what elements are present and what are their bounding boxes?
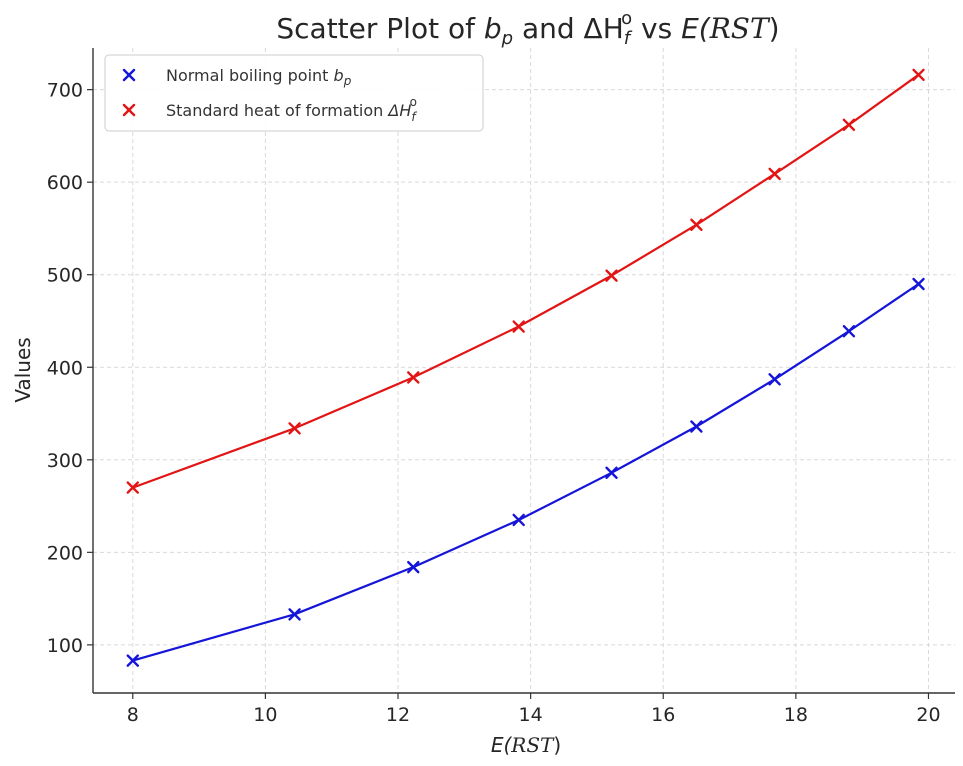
x-tick-label: 16 (651, 704, 675, 726)
data-point (512, 513, 525, 527)
title-mid: and ΔH (513, 12, 624, 45)
title-sup-o: o (621, 8, 632, 29)
data-point (407, 560, 420, 574)
title-e: E( (681, 12, 711, 45)
xlabel-e: E( (491, 733, 513, 757)
title-rst: RST (709, 12, 771, 45)
xlabel-close: ) (553, 733, 561, 757)
data-point (126, 481, 139, 494)
y-tick-label: 200 (47, 542, 83, 564)
xlabel-rst: RST (510, 733, 555, 757)
data-point (768, 373, 781, 386)
x-tick-label: 18 (784, 704, 808, 726)
legend-0-sub: p (343, 74, 352, 88)
legend-x-marker (122, 68, 136, 82)
y-tick-label: 100 (47, 635, 83, 657)
chart-title: Scatter Plot of bp and ΔHfo vs E(RST) (276, 8, 779, 49)
data-point (842, 118, 856, 132)
y-tick-label: 600 (47, 172, 83, 194)
x-axis-label: E(RST) (491, 733, 561, 757)
title-suffix: vs (632, 12, 681, 45)
title-prefix: Scatter Plot of (276, 12, 483, 45)
data-point (126, 654, 139, 667)
data-point (288, 422, 301, 435)
data-point (768, 167, 781, 181)
legend-marker-heat-of-formation (122, 103, 136, 117)
data-point (407, 371, 420, 384)
y-tick-label: 400 (47, 357, 83, 379)
series-layer (126, 68, 925, 667)
legend-box (104, 54, 484, 132)
y-tick-label: 300 (47, 450, 83, 472)
legend-1-text: Standard heat of formation (166, 101, 388, 120)
data-point (605, 466, 618, 479)
x-tick-label: 12 (386, 704, 410, 726)
data-point (690, 218, 703, 231)
data-point (912, 68, 925, 82)
data-point (842, 324, 856, 338)
title-var-b: b (484, 12, 502, 45)
tick-labels: 8 10 12 14 16 18 20 100 200 300 400 500 600 700 (47, 80, 941, 726)
series-line (132, 283, 920, 662)
data-point (288, 608, 301, 621)
title-close: ) (769, 12, 780, 45)
x-tick-label: 10 (253, 704, 277, 726)
legend-0-text: Normal boiling point (166, 66, 334, 85)
legend-1-var: ΔH (386, 101, 411, 120)
data-point (690, 420, 703, 433)
data-point (512, 320, 525, 333)
series-heat-of-formation (126, 68, 925, 494)
legend-label-heat-of-formation: Standard heat of formation ΔHfo (166, 95, 417, 124)
axes (87, 48, 955, 699)
y-tick-label: 700 (47, 80, 83, 102)
legend-1-sup: o (410, 95, 417, 109)
legend-1-sub: f (411, 110, 417, 124)
y-tick-label: 500 (47, 265, 83, 287)
x-tick-label: 8 (127, 704, 139, 726)
series-boiling-point (126, 277, 925, 667)
title-sub-p: p (501, 28, 513, 49)
x-tick-label: 20 (916, 704, 940, 726)
y-axis-label: Values (11, 337, 35, 402)
grid (93, 48, 955, 693)
data-point (605, 269, 618, 282)
legend-label-boiling-point: Normal boiling point bp (166, 66, 352, 88)
data-point (912, 277, 925, 291)
legend-marker-boiling-point (122, 68, 136, 82)
legend-0-var: b (334, 66, 344, 85)
series-line (132, 73, 920, 489)
legend-x-marker (122, 103, 136, 117)
title-sub-f: f (624, 28, 633, 49)
legend: Normal boiling point bp Standard heat of… (104, 54, 484, 132)
x-tick-label: 14 (519, 704, 543, 726)
